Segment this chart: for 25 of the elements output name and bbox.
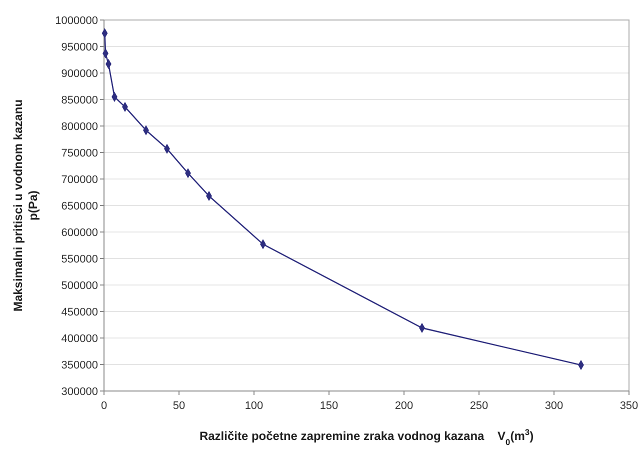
y-tick-label: 400000 bbox=[61, 332, 98, 345]
y-axis-title: Maksimalni pritisci u vodnom kazanu p(Pa) bbox=[11, 99, 40, 312]
x-tick-label: 100 bbox=[244, 400, 264, 412]
x-tick-label: 250 bbox=[470, 400, 488, 412]
y-tick-label: 300000 bbox=[61, 386, 98, 398]
y-tick-label: 550000 bbox=[61, 253, 98, 266]
y-tick-label: 600000 bbox=[61, 226, 98, 239]
y-tick-label: 850000 bbox=[61, 94, 98, 106]
y-tick-label: 750000 bbox=[61, 147, 98, 160]
x-tick-label: 350 bbox=[620, 400, 638, 412]
y-tick-label: 350000 bbox=[61, 359, 98, 372]
y-tick-label: 800000 bbox=[61, 120, 98, 133]
y-tick-label: 700000 bbox=[61, 174, 98, 186]
x-tick-label: 200 bbox=[394, 400, 414, 412]
y-tick-label: 1000000 bbox=[55, 14, 98, 27]
y-tick-label: 900000 bbox=[61, 68, 98, 80]
y-tick-label: 500000 bbox=[61, 280, 98, 292]
y-tick-label: 650000 bbox=[61, 200, 98, 212]
x-axis-title: Različite početne zapremine zraka vodnog kazana V$_{0}$(m$^{3}$) bbox=[199, 427, 534, 447]
y-tick-label: 950000 bbox=[61, 41, 98, 54]
x-tick-label: 300 bbox=[544, 400, 564, 412]
x-tick-label: 150 bbox=[320, 400, 338, 412]
x-tick-label: 0 bbox=[100, 400, 108, 412]
y-tick-label: 450000 bbox=[61, 306, 98, 318]
x-tick-label: 50 bbox=[172, 400, 186, 412]
